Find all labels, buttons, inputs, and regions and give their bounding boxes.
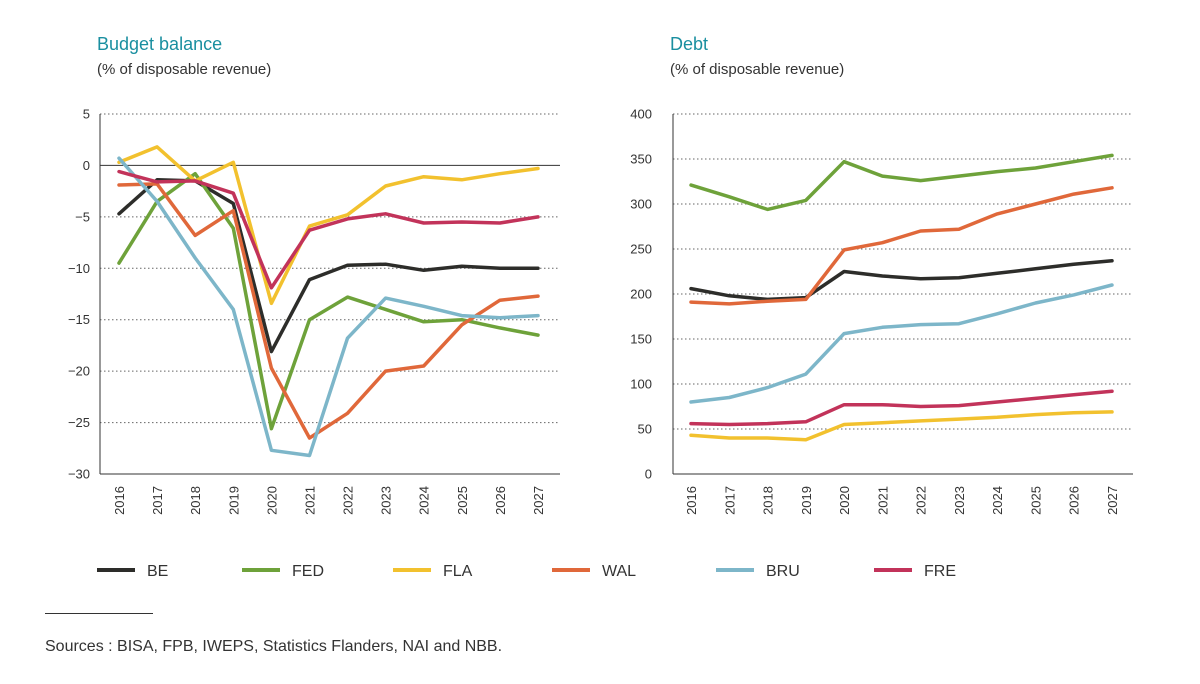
y-tick-label: 400 <box>630 107 652 122</box>
x-tick-label: 2022 <box>341 486 356 515</box>
chart-subtitle: (% of disposable revenue) <box>670 61 844 78</box>
y-tick-label: −25 <box>68 415 90 430</box>
x-tick-label: 2018 <box>188 486 203 515</box>
x-tick-label: 2017 <box>722 486 737 515</box>
budget-balance-chart: Budget balance (% of disposable revenue)… <box>68 34 560 515</box>
y-tick-label: 100 <box>630 377 652 392</box>
y-tick-label: 300 <box>630 197 652 212</box>
y-tick-label: 150 <box>630 332 652 347</box>
x-tick-label: 2021 <box>302 486 317 515</box>
y-tick-label: −30 <box>68 467 90 482</box>
x-tick-label: 2019 <box>799 486 814 515</box>
x-tick-label: 2020 <box>837 486 852 515</box>
series-line-fed <box>117 171 540 431</box>
series-line-wal <box>117 182 540 440</box>
y-tick-label: 0 <box>645 467 652 482</box>
x-tick-label: 2021 <box>875 486 890 515</box>
legend-label-fre: FRE <box>924 563 956 580</box>
x-tick-label: 2023 <box>952 486 967 515</box>
series-line-be <box>117 178 540 354</box>
legend-label-fla: FLA <box>443 563 473 580</box>
series-line-fla <box>117 145 540 306</box>
series-line-fre <box>689 389 1114 427</box>
y-tick-label: −10 <box>68 261 90 276</box>
x-tick-label: 2027 <box>1105 486 1120 515</box>
x-tick-label: 2023 <box>379 486 394 515</box>
y-tick-label: 350 <box>630 152 652 167</box>
y-tick-label: −15 <box>68 312 90 327</box>
x-tick-label: 2027 <box>531 486 546 515</box>
y-tick-label: 0 <box>83 158 90 173</box>
x-tick-label: 2024 <box>417 486 432 515</box>
series-line-fed <box>689 153 1114 212</box>
x-tick-label: 2025 <box>1028 486 1043 515</box>
y-tick-label: 5 <box>83 107 90 122</box>
sources-note: Sources : BISA, FPB, IWEPS, Statistics F… <box>45 638 503 655</box>
series-line-bru <box>689 283 1114 404</box>
y-tick-label: 200 <box>630 287 652 302</box>
x-tick-label: 2022 <box>914 486 929 515</box>
x-tick-label: 2020 <box>264 486 279 515</box>
series-line-fla <box>689 410 1114 442</box>
x-tick-label: 2025 <box>455 486 470 515</box>
chart-title: Debt <box>670 34 708 54</box>
sources-divider <box>45 613 153 614</box>
x-tick-label: 2026 <box>1067 486 1082 515</box>
y-tick-label: 50 <box>638 422 652 437</box>
x-tick-label: 2024 <box>990 486 1005 515</box>
legend: BE FED FLA WAL BRU FRE <box>97 563 956 580</box>
legend-label-be: BE <box>147 563 168 580</box>
chart-subtitle: (% of disposable revenue) <box>97 61 271 78</box>
y-tick-label: −5 <box>75 209 90 224</box>
x-tick-label: 2018 <box>761 486 776 515</box>
series-line-be <box>689 258 1114 302</box>
series-line-fre <box>117 169 540 290</box>
x-tick-label: 2017 <box>150 486 165 515</box>
series-line-bru <box>117 156 540 458</box>
x-tick-label: 2026 <box>493 486 508 515</box>
y-tick-label: 250 <box>630 242 652 257</box>
x-tick-label: 2016 <box>112 486 127 515</box>
legend-label-fed: FED <box>292 563 324 580</box>
debt-chart: Debt (% of disposable revenue) 400 350 300… <box>630 34 1133 515</box>
series-line-wal <box>689 186 1114 306</box>
legend-label-bru: BRU <box>766 563 800 580</box>
x-tick-label: 2019 <box>226 486 241 515</box>
chart-title: Budget balance <box>97 34 222 54</box>
legend-label-wal: WAL <box>602 563 636 580</box>
y-tick-label: −20 <box>68 364 90 379</box>
x-tick-label: 2016 <box>684 486 699 515</box>
